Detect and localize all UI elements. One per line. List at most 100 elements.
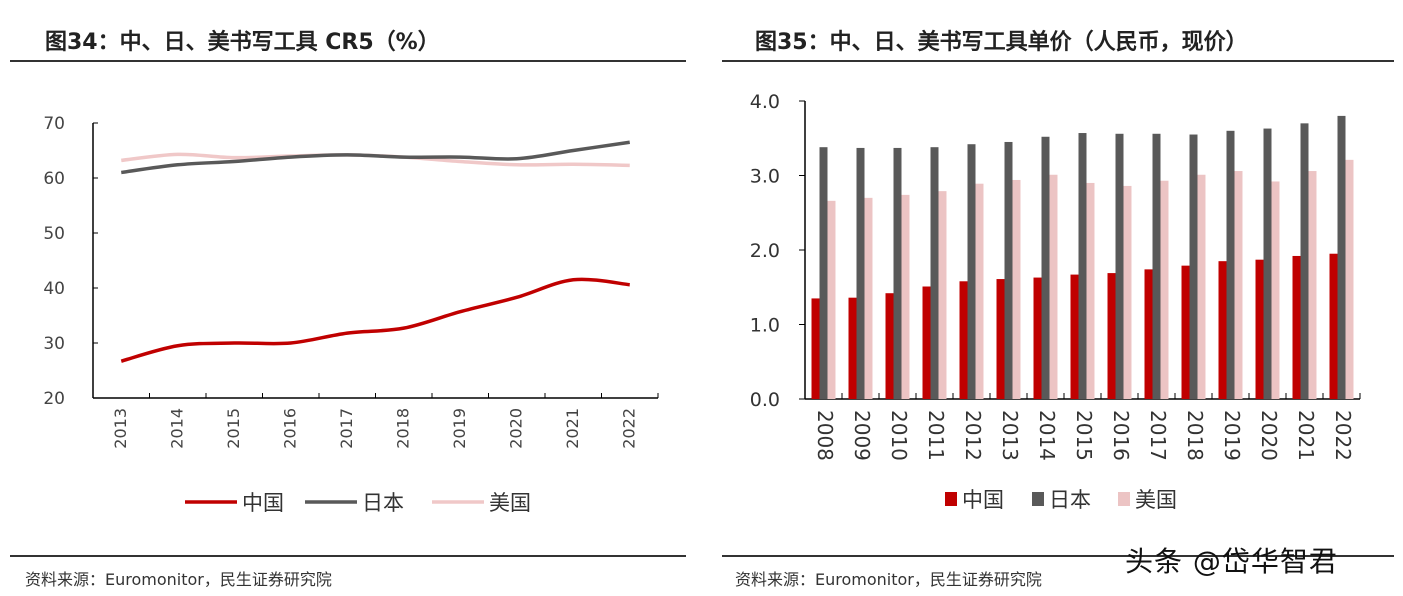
right-x-tick-label: 2016 bbox=[1109, 410, 1133, 461]
right-bar-2015-2 bbox=[1078, 133, 1087, 399]
left-y-tick-label: 50 bbox=[43, 224, 65, 244]
left-source: 资料来源：Euromonitor，民生证券研究院 bbox=[25, 570, 332, 589]
right-bar-2019-1 bbox=[1218, 261, 1227, 399]
right-bar-2016-3 bbox=[1123, 185, 1132, 399]
right-bar-2010-3 bbox=[901, 194, 910, 399]
right-legend-label: 日本 bbox=[1049, 488, 1091, 512]
right-bar-2022-1 bbox=[1329, 253, 1338, 399]
right-bar-2022-3 bbox=[1345, 159, 1354, 399]
right-bar-2016-1 bbox=[1107, 273, 1116, 399]
right-bar-2009-1 bbox=[848, 297, 857, 399]
right-x-tick-label: 2014 bbox=[1035, 410, 1059, 461]
right-bar-2013-3 bbox=[1012, 179, 1021, 399]
right-bar-2018-2 bbox=[1189, 134, 1198, 399]
watermark: 头条 @岱华智君 bbox=[1125, 545, 1338, 578]
right-bar-2017-2 bbox=[1152, 133, 1161, 399]
right-bar-2020-1 bbox=[1255, 259, 1264, 399]
left-y-tick-label: 30 bbox=[43, 334, 65, 354]
left-x-tick-label: 2018 bbox=[393, 408, 412, 449]
right-bar-2021-2 bbox=[1300, 123, 1309, 399]
right-x-tick-label: 2021 bbox=[1294, 410, 1318, 461]
right-legend-swatch bbox=[945, 492, 957, 506]
left-y-tick-label: 20 bbox=[43, 389, 65, 409]
right-y-tick-label: 1.0 bbox=[750, 315, 780, 337]
left-x-tick-label: 2013 bbox=[111, 408, 130, 449]
right-bar-2015-3 bbox=[1086, 182, 1095, 399]
right-bar-2014-1 bbox=[1033, 277, 1042, 399]
left-legend-label: 中国 bbox=[242, 491, 284, 515]
right-bar-2010-1 bbox=[885, 293, 894, 399]
right-source: 资料来源：Euromonitor，民生证券研究院 bbox=[735, 570, 1042, 589]
right-bar-2013-2 bbox=[1004, 141, 1013, 399]
right-y-tick-label: 2.0 bbox=[750, 240, 780, 262]
left-legend-label: 美国 bbox=[489, 491, 531, 515]
right-bar-2009-3 bbox=[864, 197, 873, 399]
right-legend-label: 中国 bbox=[962, 488, 1004, 512]
right-bar-2019-3 bbox=[1234, 171, 1243, 399]
right-legend-swatch bbox=[1118, 492, 1130, 506]
right-bar-2008-3 bbox=[827, 200, 836, 399]
right-y-tick-label: 0.0 bbox=[750, 389, 780, 411]
left-x-tick-label: 2014 bbox=[167, 408, 186, 449]
right-x-tick-label: 2009 bbox=[850, 410, 874, 461]
right-bar-2020-2 bbox=[1263, 128, 1272, 399]
right-bar-2012-1 bbox=[959, 281, 968, 399]
left-x-tick-label: 2019 bbox=[450, 408, 469, 449]
right-bar-2009-2 bbox=[856, 147, 865, 399]
right-bar-2018-1 bbox=[1181, 265, 1190, 399]
right-title-rule bbox=[722, 60, 1394, 62]
right-y-tick-label: 3.0 bbox=[750, 166, 780, 188]
right-bar-2017-1 bbox=[1144, 269, 1153, 399]
right-bar-2012-3 bbox=[975, 183, 984, 399]
right-bar-2012-2 bbox=[967, 144, 976, 399]
right-x-tick-label: 2010 bbox=[887, 410, 911, 461]
right-bar-2017-3 bbox=[1160, 180, 1169, 399]
right-bar-2015-1 bbox=[1070, 274, 1079, 399]
right-bar-2014-3 bbox=[1049, 174, 1058, 399]
left-x-tick-label: 2020 bbox=[506, 408, 525, 449]
left-x-tick-label: 2016 bbox=[280, 408, 299, 449]
right-legend-swatch bbox=[1032, 492, 1044, 506]
right-bar-2018-3 bbox=[1197, 174, 1206, 399]
right-bar-2011-3 bbox=[938, 191, 947, 399]
left-series-line-2 bbox=[121, 140, 631, 175]
right-bar-2016-2 bbox=[1115, 133, 1124, 399]
right-bar-2014-2 bbox=[1041, 136, 1050, 399]
right-bar-2013-1 bbox=[996, 279, 1005, 399]
right-bar-2010-2 bbox=[893, 147, 902, 399]
right-bar-2022-2 bbox=[1337, 115, 1346, 400]
left-x-tick-label: 2021 bbox=[563, 408, 582, 449]
right-bar-2019-2 bbox=[1226, 130, 1235, 400]
right-x-tick-label: 2013 bbox=[998, 410, 1022, 461]
right-x-tick-label: 2019 bbox=[1220, 410, 1244, 461]
left-chart-title: 图34：中、日、美书写工具 CR5（%） bbox=[45, 30, 440, 55]
right-bar-2011-2 bbox=[930, 147, 939, 399]
right-x-tick-label: 2008 bbox=[813, 410, 837, 461]
left-y-tick-label: 60 bbox=[43, 169, 65, 189]
right-bar-2020-3 bbox=[1271, 181, 1280, 399]
right-y-tick-label: 4.0 bbox=[750, 91, 780, 113]
left-x-tick-label: 2015 bbox=[224, 408, 243, 449]
right-bar-2021-3 bbox=[1308, 171, 1317, 399]
left-legend-label: 日本 bbox=[362, 491, 404, 515]
right-x-tick-label: 2020 bbox=[1257, 410, 1281, 461]
left-series-line-1 bbox=[120, 277, 630, 363]
right-x-tick-label: 2018 bbox=[1183, 410, 1207, 461]
right-bar-2008-2 bbox=[819, 147, 828, 399]
left-x-tick-label: 2022 bbox=[619, 408, 638, 449]
right-bar-2008-1 bbox=[811, 298, 820, 399]
right-legend-label: 美国 bbox=[1135, 488, 1177, 512]
right-source-rule bbox=[722, 555, 1394, 557]
left-y-tick-label: 40 bbox=[43, 279, 65, 299]
left-y-tick-label: 70 bbox=[43, 114, 65, 134]
left-title-rule bbox=[10, 60, 686, 62]
right-x-tick-label: 2012 bbox=[961, 410, 985, 461]
left-x-tick-label: 2017 bbox=[337, 408, 356, 449]
right-x-tick-label: 2015 bbox=[1072, 410, 1096, 461]
right-bar-2021-1 bbox=[1292, 255, 1301, 399]
right-x-tick-label: 2011 bbox=[924, 410, 948, 461]
right-bar-2011-1 bbox=[922, 286, 931, 399]
right-x-tick-label: 2017 bbox=[1146, 410, 1170, 461]
right-chart-title: 图35：中、日、美书写工具单价（人民币，现价） bbox=[755, 30, 1248, 55]
